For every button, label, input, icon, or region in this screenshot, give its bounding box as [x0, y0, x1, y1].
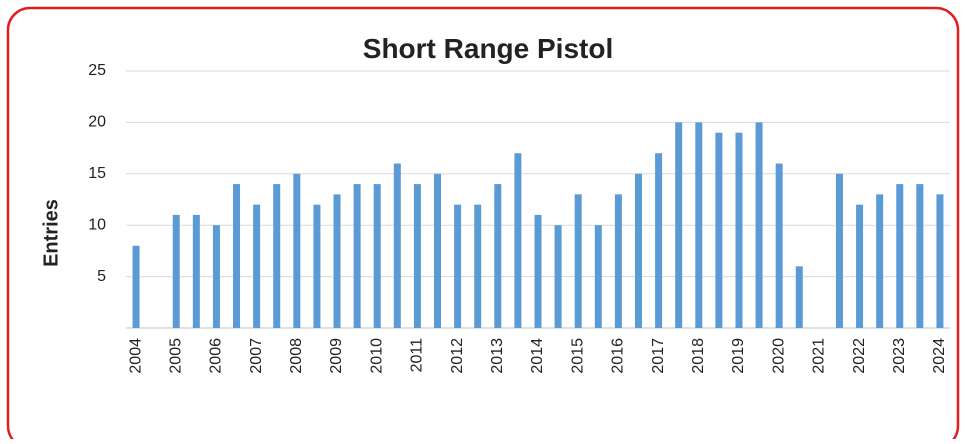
bar [333, 194, 341, 328]
bar [293, 173, 301, 328]
x-tick-label: 2024 [931, 338, 948, 374]
bar [413, 184, 421, 328]
bar [835, 173, 843, 328]
bar [675, 122, 683, 329]
x-tick-label: 2006 [208, 338, 225, 374]
bar [494, 184, 502, 328]
bar [554, 225, 562, 328]
bar [876, 194, 884, 328]
bar [233, 184, 241, 328]
chart-frame [6, 6, 960, 444]
x-tick-label: 2016 [610, 338, 627, 374]
x-tick-label: 2011 [409, 338, 426, 373]
x-tick-label: 2017 [650, 338, 667, 374]
x-tick-label: 2023 [891, 338, 908, 374]
x-tick-label: 2005 [167, 338, 184, 374]
bar [856, 204, 864, 328]
y-axis-label: Entries [40, 199, 62, 267]
x-tick-label: 2010 [368, 338, 385, 374]
x-tick-label: 2022 [851, 338, 868, 374]
bar [393, 163, 401, 328]
bar [634, 173, 642, 328]
bar [534, 214, 542, 328]
bar [212, 225, 220, 328]
y-tick-label: 25 [88, 62, 106, 79]
x-tick-label: 2020 [770, 338, 787, 374]
x-tick-label: 2015 [569, 338, 586, 374]
x-tick-label: 2004 [127, 338, 144, 374]
bar [353, 184, 361, 328]
bar [594, 225, 602, 328]
bar [132, 245, 140, 328]
bar [614, 194, 622, 328]
x-tick-label: 2009 [328, 338, 345, 374]
bar [795, 266, 803, 328]
y-tick-label: 5 [97, 268, 106, 285]
x-tick-label: 2012 [449, 338, 466, 374]
bar [434, 173, 442, 328]
bar [253, 204, 261, 328]
bar [373, 184, 381, 328]
bar [192, 214, 200, 328]
y-tick-label: 15 [88, 165, 106, 182]
x-tick-label: 2018 [690, 338, 707, 374]
y-tick-label: 10 [88, 216, 106, 233]
bar [454, 204, 462, 328]
bar [735, 132, 743, 328]
y-tick-label: 20 [88, 114, 106, 131]
bar [474, 204, 482, 328]
bar [695, 122, 703, 329]
bar [514, 153, 522, 328]
x-tick-label: 2014 [529, 338, 546, 374]
bar [715, 132, 723, 328]
x-tick-label: 2013 [489, 338, 506, 374]
bar [775, 163, 783, 328]
bar [313, 204, 321, 328]
bar [936, 194, 944, 328]
chart-title: Short Range Pistol [363, 33, 613, 64]
x-tick-label: 2008 [288, 338, 305, 374]
x-tick-label: 2019 [730, 338, 747, 374]
x-tick-label: 2021 [811, 338, 828, 374]
bar [896, 184, 904, 328]
bar [655, 153, 663, 328]
bar [574, 194, 582, 328]
bar [755, 122, 763, 329]
bar [916, 184, 924, 328]
bar [172, 214, 180, 328]
x-tick-label: 2007 [248, 338, 265, 374]
bar [273, 184, 281, 328]
